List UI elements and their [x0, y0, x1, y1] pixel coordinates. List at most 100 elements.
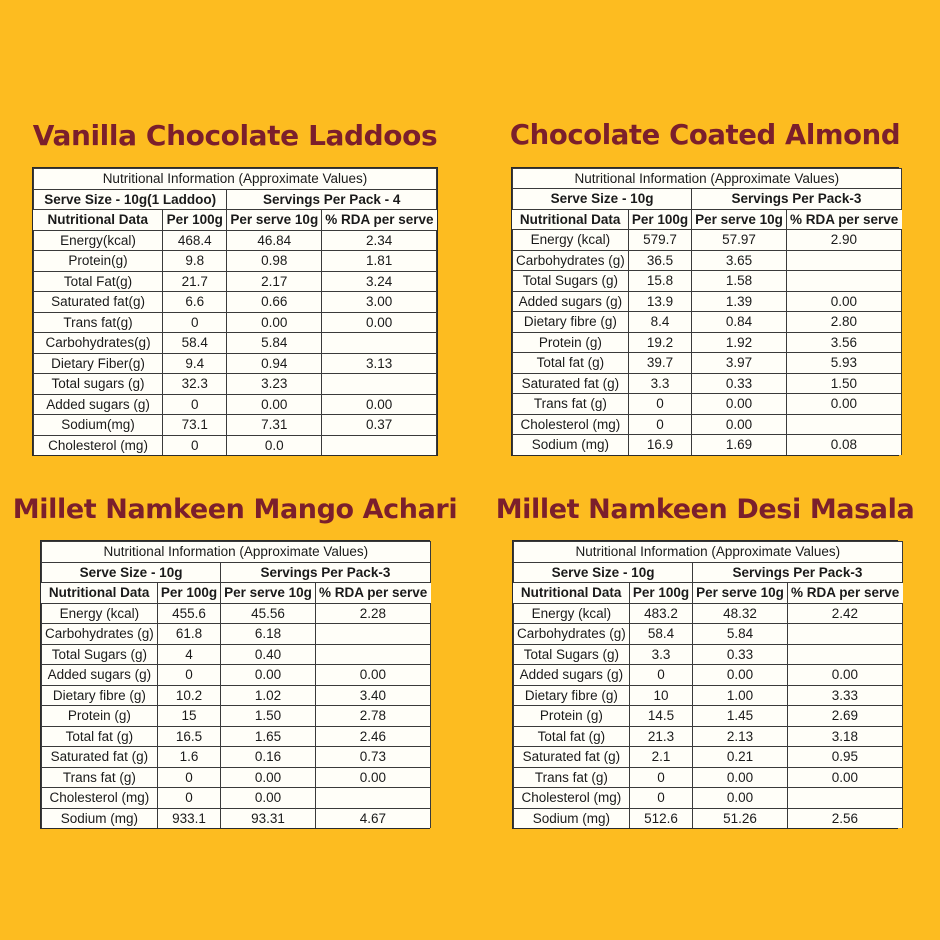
nutrient-per-100g: 13.9	[627, 290, 693, 313]
nutrient-label: Protein (g)	[513, 705, 630, 727]
nutrient-label: Saturated fat (g)	[513, 746, 630, 768]
nutrient-rda	[314, 643, 431, 666]
nutrition-row: Carbohydrates (g) 36.5 3.65	[512, 249, 902, 272]
nutrient-per-100g: 9.8	[162, 250, 228, 272]
nutrient-rda: 2.69	[786, 705, 903, 727]
column-header-nutritional-data: Nutritional Data	[513, 582, 630, 604]
nutrient-per-serve: 1.58	[691, 270, 787, 292]
nutrient-per-serve: 5.84	[692, 623, 788, 645]
nutrient-per-serve: 1.92	[691, 331, 787, 354]
nutrient-per-serve: 0.0	[226, 434, 323, 456]
nutrient-per-serve: 0.00	[220, 766, 316, 789]
servings-per-pack: Servings Per Pack-3	[220, 561, 431, 584]
nutrient-per-serve: 57.97	[691, 229, 787, 251]
nutrient-per-100g: 3.3	[628, 643, 694, 666]
nutrient-rda	[321, 373, 437, 395]
nutrient-label: Energy (kcal)	[512, 229, 629, 251]
nutrition-table-container: Nutritional Information (Approximate Val…	[512, 540, 903, 830]
column-header-per-100g: Per 100g	[162, 209, 228, 231]
nutrition-row: Added sugars (g) 0 0.00 0.00	[41, 664, 431, 686]
nutrition-row: Sodium (mg) 512.6 51.26 2.56	[513, 807, 903, 829]
nutrient-rda: 0.00	[785, 290, 902, 313]
nutrition-row: Cholesterol (mg) 0 0.00	[512, 413, 902, 436]
nutrient-per-100g: 6.6	[162, 291, 228, 313]
nutrient-per-serve: 2.17	[226, 270, 323, 293]
table-title: Nutritional Information (Approximate Val…	[41, 541, 431, 563]
product-title: Millet Namkeen Desi Masala	[495, 494, 915, 525]
nutrient-per-100g: 0	[628, 664, 694, 686]
nutrient-rda	[786, 787, 903, 809]
nutrition-table: Nutritional Information (Approximate Val…	[512, 541, 903, 829]
nutrient-label: Total Sugars (g)	[513, 643, 630, 666]
nutrient-rda: 2.34	[321, 229, 437, 252]
nutrient-rda: 2.78	[314, 705, 431, 727]
table-title-row: Nutritional Information (Approximate Val…	[513, 541, 903, 563]
nutrient-label: Trans fat (g)	[512, 393, 629, 415]
product-title: Chocolate Coated Almond	[509, 119, 901, 151]
nutrient-per-serve: 7.31	[226, 414, 323, 436]
nutrient-per-100g: 16.5	[156, 725, 222, 748]
nutrient-rda: 0.00	[321, 393, 437, 416]
nutrient-rda: 0.08	[785, 434, 902, 455]
column-header-per-serve: Per serve 10g	[692, 582, 788, 604]
product-panel-millet-namkeen-desi-masala: Millet Namkeen Desi Masala Nutritional I…	[470, 470, 940, 940]
nutrient-per-100g: 8.4	[627, 311, 693, 333]
nutrient-label: Carbohydrates (g)	[41, 623, 158, 645]
column-header-per-serve: Per serve 10g	[226, 209, 323, 231]
product-title: Millet Namkeen Mango Achari	[12, 494, 458, 525]
nutrient-rda	[314, 787, 431, 809]
nutrition-row: Protein (g) 19.2 1.92 3.56	[512, 331, 902, 354]
nutrient-rda: 1.81	[321, 250, 437, 272]
nutrient-per-serve: 0.16	[220, 746, 316, 768]
nutrient-rda	[785, 413, 902, 436]
nutrient-per-serve: 0.00	[226, 393, 323, 416]
nutrient-label: Total sugars (g)	[32, 373, 164, 395]
serving-info-row: Serve Size - 10g Servings Per Pack-3	[511, 188, 902, 210]
product-panel-vanilla-chocolate-laddoos: Vanilla Chocolate Laddoos Nutritional In…	[0, 0, 470, 470]
nutrient-rda	[321, 434, 437, 456]
nutrient-per-serve: 51.26	[692, 807, 788, 829]
nutrient-label: Saturated fat (g)	[41, 746, 158, 768]
nutrition-row: Sodium (mg) 933.1 93.31 4.67	[41, 807, 431, 829]
nutrient-rda: 0.73	[314, 746, 431, 768]
serving-info-row: Serve Size - 10g(1 Laddoo) Servings Per …	[32, 188, 437, 211]
nutrient-per-100g: 61.8	[156, 623, 222, 645]
nutrient-rda: 0.00	[786, 664, 903, 686]
nutrition-row: Trans fat(g) 0 0.00 0.00	[32, 311, 437, 334]
nutrient-rda: 3.24	[321, 270, 437, 293]
column-header-nutritional-data: Nutritional Data	[41, 582, 158, 604]
nutrition-row: Saturated fat (g) 3.3 0.33 1.50	[512, 372, 902, 395]
nutrition-row: Dietary fibre (g) 10 1.00 3.33	[513, 684, 903, 707]
product-title: Vanilla Chocolate Laddoos	[32, 119, 438, 152]
nutrition-table-body: Nutritional Information (Approximate Val…	[40, 541, 431, 829]
nutrient-per-serve: 3.65	[691, 249, 787, 272]
nutrition-table: Nutritional Information (Approximate Val…	[511, 167, 902, 455]
nutrient-rda: 0.95	[786, 746, 903, 768]
nutrition-row: Cholesterol (mg) 0 0.0	[32, 434, 437, 456]
nutrient-per-serve: 1.39	[691, 290, 787, 313]
nutrient-per-serve: 1.69	[691, 434, 787, 455]
nutrient-label: Saturated fat (g)	[512, 372, 629, 395]
nutrient-label: Dietary fibre (g)	[41, 684, 158, 707]
nutrient-per-serve: 1.02	[220, 684, 316, 707]
nutrient-label: Carbohydrates(g)	[32, 332, 164, 354]
nutrient-label: Energy(kcal)	[32, 229, 164, 252]
nutrient-rda: 0.00	[786, 766, 903, 789]
nutrition-table-container: Nutritional Information (Approximate Val…	[511, 166, 902, 456]
table-title-row: Nutritional Information (Approximate Val…	[41, 541, 431, 563]
product-panel-chocolate-coated-almond: Chocolate Coated Almond Nutritional Info…	[470, 0, 940, 470]
nutrient-per-serve: 5.84	[226, 332, 323, 354]
nutrient-label: Sodium (mg)	[41, 807, 158, 829]
column-header-per-100g: Per 100g	[156, 582, 222, 604]
nutrient-rda	[786, 643, 903, 666]
nutrient-per-serve: 0.00	[220, 664, 316, 686]
nutrient-rda: 3.13	[321, 352, 437, 375]
nutrition-row: Carbohydrates (g) 61.8 6.18	[41, 623, 431, 645]
nutrient-per-100g: 21.3	[628, 725, 694, 748]
nutrient-per-serve: 0.98	[226, 250, 323, 272]
nutrient-label: Added sugars (g)	[41, 664, 158, 686]
nutrient-per-serve: 0.00	[691, 413, 787, 436]
nutrition-table-body: Nutritional Information (Approximate Val…	[512, 541, 903, 829]
